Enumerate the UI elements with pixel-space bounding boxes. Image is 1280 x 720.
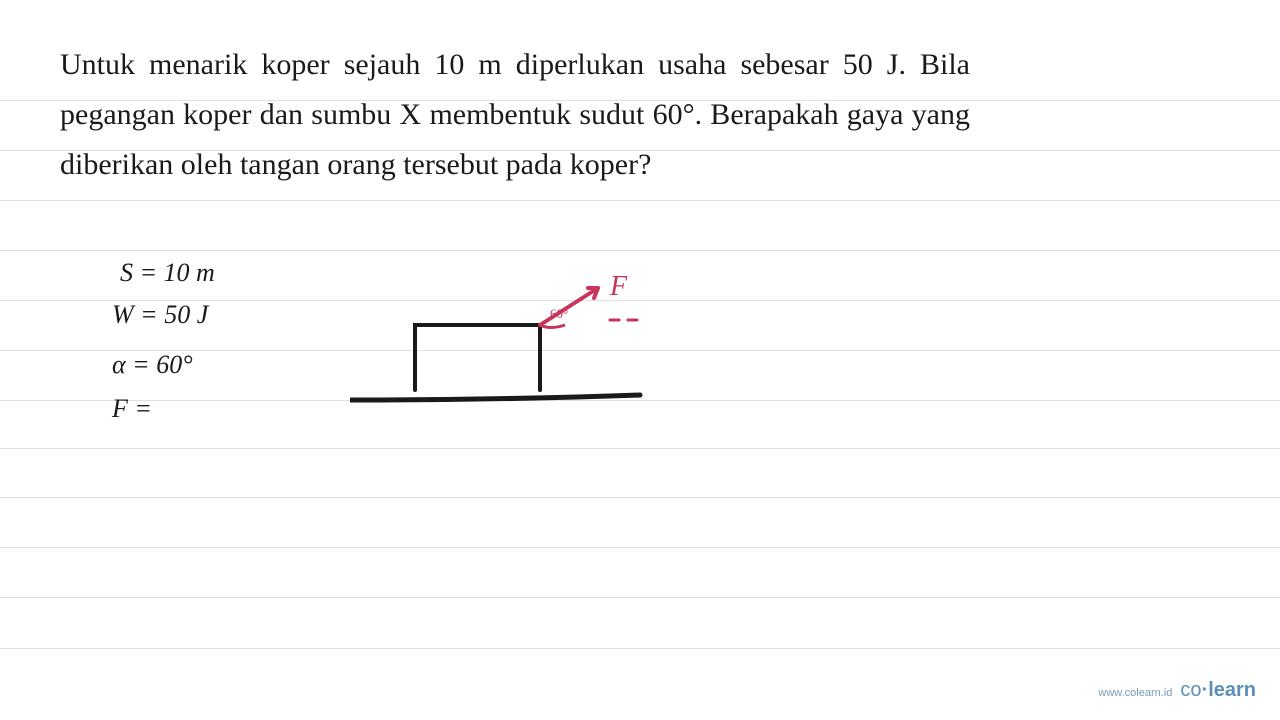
watermark-logo: co·learn (1180, 679, 1256, 702)
given-distance: S = 10 m (120, 258, 215, 288)
ruled-line (0, 547, 1280, 548)
force-label: F (609, 271, 628, 302)
ruled-line (0, 448, 1280, 449)
question-text: Untuk menarik koper sejauh 10 m diperluk… (60, 40, 970, 190)
given-angle: α = 60° (112, 350, 193, 380)
force-arrow-line (540, 288, 598, 325)
ruled-line (0, 497, 1280, 498)
ruled-line (0, 648, 1280, 649)
given-force-unknown: F = (112, 394, 152, 424)
given-work: W = 50 J (112, 300, 208, 330)
ruled-line (0, 250, 1280, 251)
physics-diagram: 60° F (350, 260, 700, 430)
ruled-line (0, 597, 1280, 598)
watermark-url: www.colearn.id (1098, 687, 1172, 699)
watermark: www.colearn.id co·learn (1098, 679, 1256, 702)
suitcase-box (415, 325, 540, 390)
ground-line (350, 395, 640, 400)
ruled-line (0, 200, 1280, 201)
angle-label: 60° (550, 306, 568, 321)
angle-arc (540, 325, 565, 328)
